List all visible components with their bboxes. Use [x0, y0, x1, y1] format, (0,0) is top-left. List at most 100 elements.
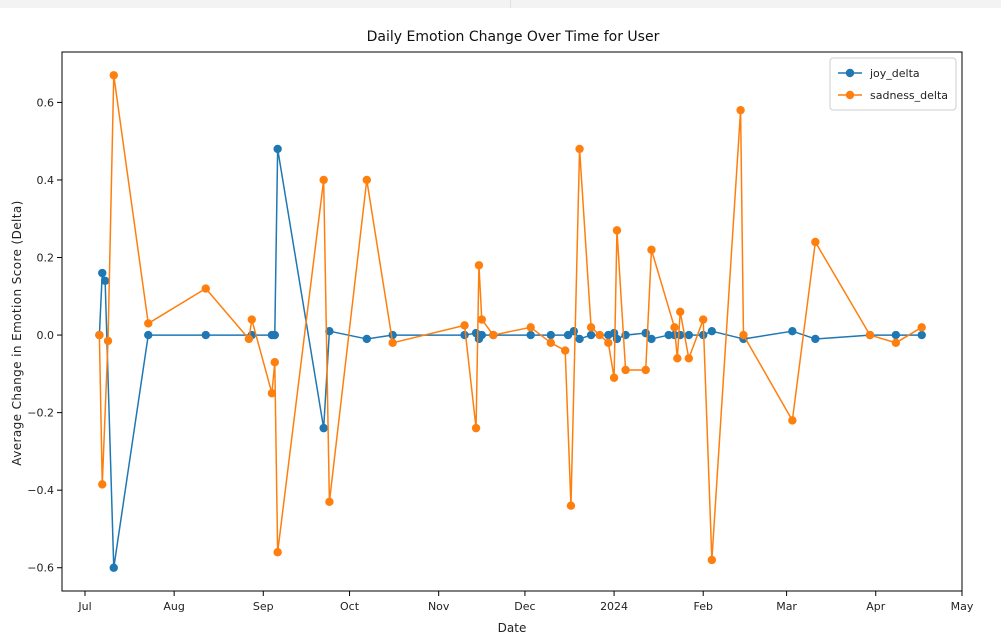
- y-tick-label: 0.0: [37, 329, 55, 342]
- data-point-sadness_delta: [865, 330, 875, 340]
- data-point-sadness_delta: [109, 71, 118, 80]
- data-point-joy_delta: [201, 330, 210, 340]
- data-point-joy_delta: [546, 330, 556, 340]
- plot-frame: [61, 51, 963, 592]
- legend-marker-sadness_delta: [845, 90, 855, 100]
- data-point-sadness_delta: [270, 358, 279, 367]
- data-point-joy_delta: [460, 330, 469, 340]
- top-bar-divider: [510, 0, 511, 8]
- data-point-joy_delta: [362, 334, 371, 344]
- data-point-sadness_delta: [670, 323, 679, 332]
- x-tick-label: Apr: [866, 600, 886, 613]
- data-point-sadness_delta: [560, 346, 570, 355]
- data-point-sadness_delta: [460, 321, 469, 330]
- window-top-bar: [0, 0, 1001, 8]
- chart-title: Daily Emotion Change Over Time for User: [367, 29, 660, 45]
- data-point-sadness_delta: [647, 245, 656, 254]
- data-point-sadness_delta: [684, 354, 694, 363]
- data-point-sadness_delta: [739, 330, 748, 340]
- data-point-sadness_delta: [103, 336, 113, 346]
- data-point-joy_delta: [109, 563, 118, 572]
- plot-layer: [95, 71, 926, 572]
- data-point-sadness_delta: [489, 330, 498, 340]
- x-tick-label: Nov: [428, 600, 450, 613]
- data-point-joy_delta: [612, 334, 622, 344]
- data-point-sadness_delta: [676, 307, 685, 317]
- y-tick-label: −0.4: [27, 484, 54, 497]
- data-point-sadness_delta: [319, 175, 328, 185]
- data-point-joy_delta: [144, 330, 153, 340]
- y-tick-label: −0.6: [27, 562, 54, 575]
- data-point-joy_delta: [575, 334, 584, 344]
- y-tick-label: −0.2: [27, 407, 54, 420]
- x-tick-label: Dec: [514, 600, 535, 613]
- data-point-joy_delta: [98, 268, 107, 278]
- data-point-sadness_delta: [471, 423, 481, 433]
- data-point-sadness_delta: [811, 237, 820, 247]
- data-point-sadness_delta: [474, 261, 484, 270]
- x-tick-label: Sep: [253, 600, 274, 613]
- data-point-joy_delta: [325, 326, 334, 336]
- series-line-sadness_delta: [98, 74, 923, 561]
- data-point-sadness_delta: [788, 416, 797, 425]
- x-tick-label: Mar: [776, 600, 797, 613]
- legend-marker-joy_delta: [845, 68, 855, 78]
- data-point-sadness_delta: [736, 105, 745, 115]
- data-point-joy_delta: [388, 330, 397, 340]
- data-point-joy_delta: [788, 326, 797, 336]
- data-point-joy_delta: [100, 276, 110, 285]
- series-line-joy_delta: [98, 148, 922, 569]
- data-point-joy_delta: [270, 330, 279, 340]
- data-point-sadness_delta: [595, 330, 604, 340]
- x-axis-title: Date: [498, 621, 527, 635]
- data-point-sadness_delta: [95, 330, 104, 340]
- data-point-sadness_delta: [388, 338, 397, 348]
- data-point-sadness_delta: [707, 555, 717, 565]
- y-axis-title: Average Change in Emotion Score (Delta): [10, 200, 24, 465]
- data-point-joy_delta: [526, 330, 535, 340]
- data-point-sadness_delta: [609, 373, 619, 382]
- data-point-sadness_delta: [362, 175, 371, 185]
- data-point-sadness_delta: [144, 319, 153, 328]
- data-point-joy_delta: [647, 334, 656, 344]
- legend-label-joy_delta: joy_delta: [869, 67, 920, 80]
- x-tick-label: Jul: [77, 600, 91, 613]
- data-point-joy_delta: [569, 326, 579, 336]
- legend-box: [829, 57, 957, 111]
- data-point-joy_delta: [477, 330, 487, 340]
- legend-label-sadness_delta: sadness_delta: [870, 89, 948, 102]
- x-tick-label: Aug: [163, 600, 184, 613]
- data-point-sadness_delta: [244, 334, 254, 344]
- data-point-sadness_delta: [325, 497, 334, 507]
- data-point-joy_delta: [586, 330, 596, 340]
- data-point-sadness_delta: [247, 315, 256, 324]
- x-tick-label: 2024: [600, 600, 628, 613]
- data-point-sadness_delta: [273, 548, 282, 557]
- data-point-joy_delta: [891, 330, 901, 340]
- data-point-sadness_delta: [612, 226, 622, 235]
- x-tick-label: Feb: [693, 600, 712, 613]
- data-point-joy_delta: [707, 326, 717, 336]
- x-tick-label: Oct: [340, 600, 360, 613]
- data-point-sadness_delta: [566, 501, 576, 510]
- data-point-sadness_delta: [546, 338, 556, 348]
- x-tick-label: May: [951, 600, 974, 613]
- data-point-sadness_delta: [641, 365, 650, 375]
- data-point-joy_delta: [917, 330, 926, 340]
- data-point-sadness_delta: [604, 338, 613, 348]
- data-point-joy_delta: [676, 330, 685, 340]
- data-point-sadness_delta: [621, 365, 630, 375]
- legend: joy_delta sadness_delta: [829, 57, 957, 111]
- data-point-sadness_delta: [98, 480, 107, 489]
- y-tick-label: 0.4: [37, 174, 55, 187]
- data-point-joy_delta: [664, 330, 673, 340]
- data-point-sadness_delta: [586, 323, 596, 332]
- y-tick-label: 0.2: [37, 252, 55, 265]
- y-tick-label: 0.6: [37, 96, 55, 109]
- data-point-sadness_delta: [699, 315, 708, 324]
- data-point-sadness_delta: [891, 338, 901, 348]
- data-point-sadness_delta: [267, 389, 277, 398]
- data-point-sadness_delta: [201, 284, 210, 293]
- data-point-sadness_delta: [673, 354, 682, 363]
